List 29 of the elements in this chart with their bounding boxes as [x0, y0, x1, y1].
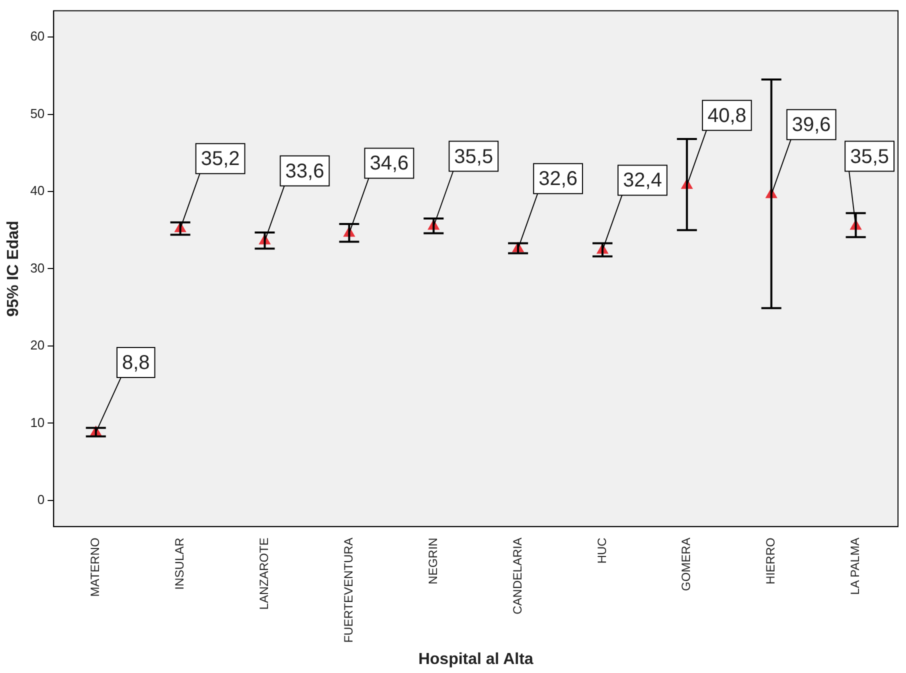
x-tick-label: LA PALMA: [848, 538, 862, 595]
x-tick-label: CANDELARIA: [510, 538, 524, 614]
x-tick-label: HUC: [594, 537, 609, 564]
data-label: 35,2: [200, 148, 240, 170]
data-label: 35,5: [454, 146, 494, 168]
y-tick-label: 40: [30, 183, 45, 198]
data-label: 35,5: [850, 146, 890, 168]
y-tick-label: 30: [30, 260, 45, 276]
x-tick-label: MATERNO: [88, 538, 102, 597]
data-label: 39,6: [792, 114, 831, 136]
data-label: 33,6: [285, 160, 324, 182]
x-tick-label: NEGRIN: [426, 538, 440, 584]
x-tick-label: INSULAR: [172, 537, 187, 590]
x-axis-title: Hospital al Alta: [418, 650, 534, 668]
x-tick-label: HIERRO: [764, 538, 778, 584]
y-tick-label: 10: [30, 414, 45, 430]
y-tick-label: 20: [30, 338, 45, 353]
x-tick-label: FUERTEVENTURA: [341, 538, 356, 643]
data-label: 8,8: [122, 352, 150, 374]
data-label: 34,6: [370, 152, 409, 175]
x-tick-label: LANZAROTE: [257, 538, 272, 610]
data-label: 40,8: [707, 104, 746, 127]
y-tick-label: 0: [37, 492, 45, 507]
data-label: 32,4: [623, 170, 662, 192]
y-axis-title: 95% IC Edad: [5, 220, 22, 317]
y-tick-label: 50: [30, 106, 45, 121]
data-label: 32,6: [538, 168, 578, 190]
x-tick-label: GOMERA: [679, 538, 694, 592]
y-tick-label: 60: [30, 28, 45, 44]
